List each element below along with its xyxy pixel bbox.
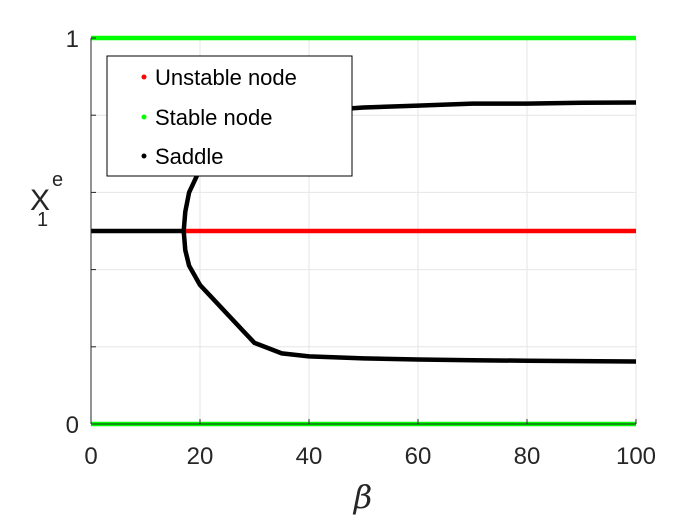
x-tick-label-1: 20 bbox=[187, 443, 214, 470]
y-axis-title: X e 1 bbox=[30, 169, 63, 231]
y-axis-title-main: X bbox=[30, 184, 50, 217]
legend-label-unstable-node: Unstable node bbox=[155, 65, 297, 90]
legend-box bbox=[106, 55, 353, 177]
x-tick-label-3: 60 bbox=[405, 443, 432, 470]
y-axis-title-superscript: e bbox=[52, 169, 63, 191]
x-tick-label-5: 100 bbox=[616, 443, 656, 470]
y-tick-label-1: 1 bbox=[66, 26, 79, 53]
legend-marker-saddle bbox=[141, 153, 147, 159]
y-axis-title-subscript: 1 bbox=[37, 209, 48, 231]
series-line-saddle-2 bbox=[181, 230, 637, 364]
legend-marker-unstable-node bbox=[141, 74, 147, 80]
x-tick-label-2: 40 bbox=[296, 443, 323, 470]
legend: Unstable node Stable node Saddle bbox=[106, 55, 353, 177]
legend-marker-stable-node bbox=[141, 114, 147, 120]
axes-layer bbox=[90, 38, 636, 425]
x-tick-label-0: 0 bbox=[84, 443, 97, 470]
x-axis-title: β bbox=[353, 478, 373, 516]
y-tick-label-0: 0 bbox=[66, 412, 79, 439]
legend-label-saddle: Saddle bbox=[155, 144, 224, 169]
legend-label-stable-node: Stable node bbox=[155, 105, 272, 130]
ticks-layer: 0 20 40 60 80 100 0 1 bbox=[66, 26, 656, 470]
x-tick-label-4: 80 bbox=[514, 443, 541, 470]
